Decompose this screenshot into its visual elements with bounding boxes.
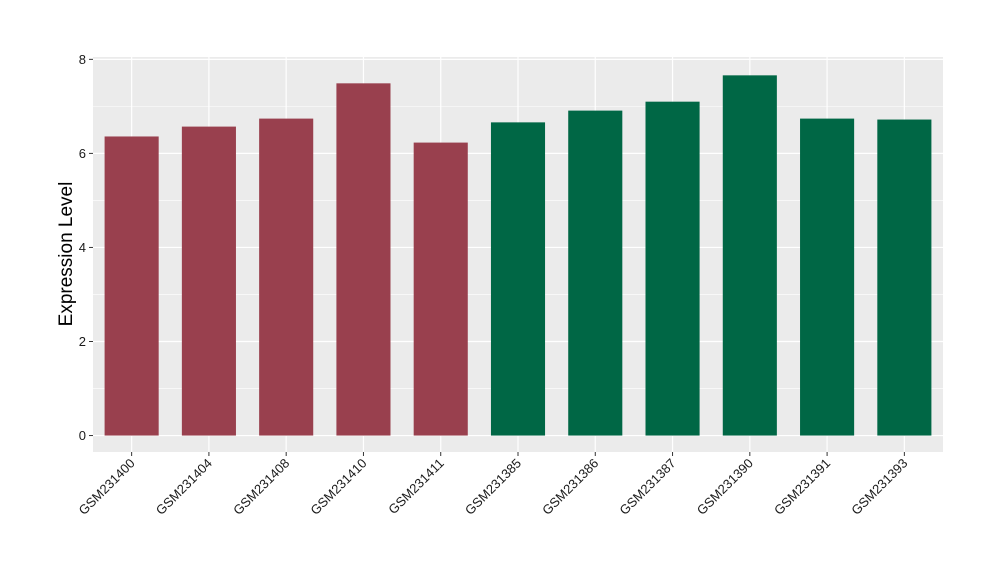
x-tick-label: GSM231391 [771, 456, 833, 518]
bar-GSM231411 [413, 142, 468, 436]
bar-GSM231393 [877, 119, 932, 436]
x-tick-label: GSM231393 [848, 456, 910, 518]
x-tick-label: GSM231386 [539, 456, 601, 518]
y-tick-label: 2 [79, 334, 86, 349]
x-tick-label: GSM231385 [462, 456, 524, 518]
x-tick-label: GSM231410 [307, 456, 369, 518]
y-axis-title: Expression Level [56, 182, 77, 327]
bar-GSM231387 [645, 101, 700, 436]
x-tick-label: GSM231404 [153, 456, 215, 518]
bar-GSM231408 [259, 118, 314, 436]
x-tick-label: GSM231411 [385, 456, 447, 518]
bars [104, 75, 932, 436]
y-axis: 0 2 4 6 8 [79, 52, 93, 443]
y-tick-label: 0 [79, 428, 86, 443]
bar-GSM231404 [181, 126, 236, 436]
x-axis: GSM231400 GSM231404 GSM231408 GSM231410 GSM2… [76, 452, 910, 518]
x-tick-label: GSM231387 [616, 456, 678, 518]
x-tick-label: GSM231390 [694, 456, 756, 518]
x-tick-label: GSM231400 [76, 456, 138, 518]
y-tick-label: 6 [79, 146, 86, 161]
bar-GSM231410 [336, 83, 391, 436]
bar-GSM231400 [104, 136, 159, 436]
y-tick-label: 4 [79, 240, 86, 255]
x-tick-label: GSM231408 [230, 456, 292, 518]
bar-GSM231391 [800, 118, 855, 436]
bar-GSM231386 [568, 110, 623, 436]
bar-GSM231385 [490, 122, 546, 436]
y-tick-label: 8 [79, 52, 86, 67]
bar-GSM231390 [722, 75, 777, 436]
